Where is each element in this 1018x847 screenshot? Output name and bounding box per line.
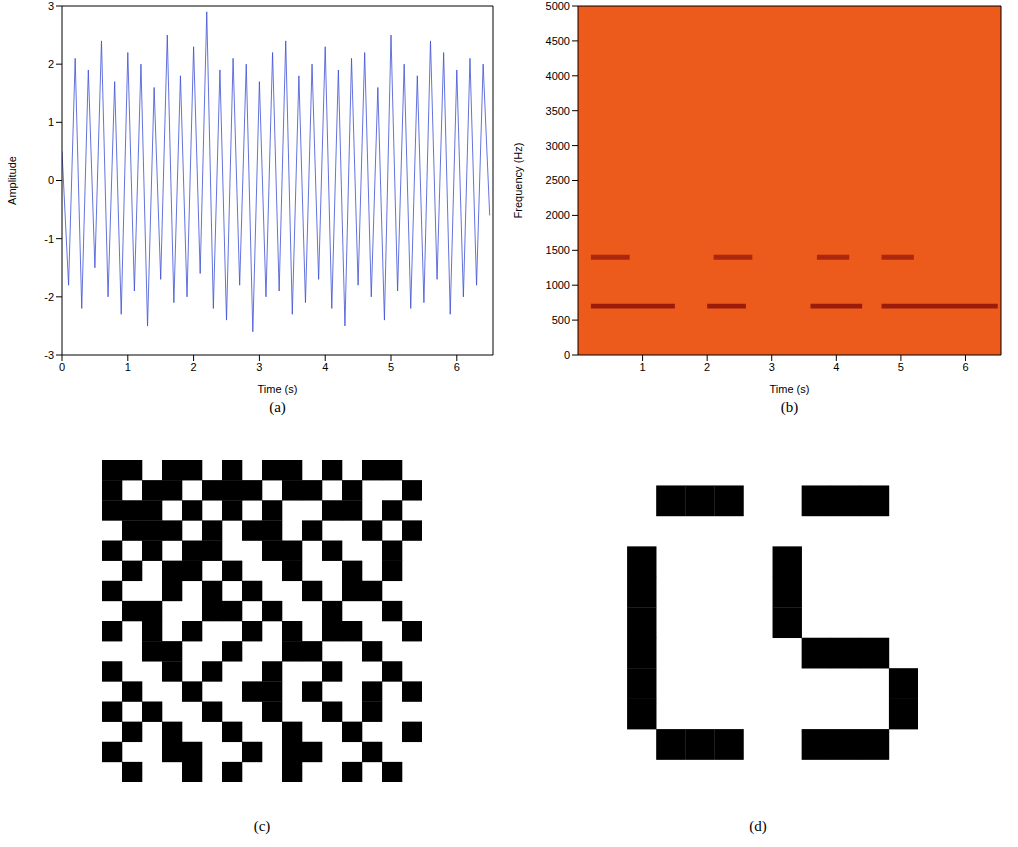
svg-text:3: 3: [769, 361, 775, 373]
svg-text:0: 0: [564, 349, 570, 361]
svg-text:4: 4: [833, 361, 839, 373]
svg-text:0: 0: [59, 361, 65, 373]
svg-text:3500: 3500: [546, 105, 570, 117]
svg-text:1: 1: [48, 116, 54, 128]
svg-text:3: 3: [256, 361, 262, 373]
html-text:(a): (a): [269, 399, 286, 415]
svg-text:1000: 1000: [546, 279, 570, 291]
svg-text:500: 500: [552, 314, 570, 326]
html-text:(d): (d): [749, 818, 767, 834]
svg-text:Frequency (Hz): Frequency (Hz): [512, 143, 524, 219]
svg-text:1: 1: [640, 361, 646, 373]
html-text:(c): (c): [253, 818, 271, 834]
svg-text:2500: 2500: [546, 174, 570, 186]
svg-text:6: 6: [454, 361, 460, 373]
svg-text:2: 2: [48, 58, 54, 70]
svg-text:4: 4: [322, 361, 328, 373]
svg-text:4000: 4000: [546, 70, 570, 82]
svg-text:6: 6: [962, 361, 968, 373]
svg-text:5: 5: [898, 361, 904, 373]
svg-text:3000: 3000: [546, 140, 570, 152]
svg-text:Time (s): Time (s): [258, 383, 298, 395]
svg-text:2: 2: [191, 361, 197, 373]
svg-text:4500: 4500: [546, 35, 570, 47]
svg-text:3: 3: [48, 0, 54, 12]
svg-text:1: 1: [125, 361, 131, 373]
svg-text:5: 5: [388, 361, 394, 373]
svg-text:Amplitude: Amplitude: [6, 156, 18, 205]
svg-text:1500: 1500: [546, 244, 570, 256]
svg-text:-2: -2: [44, 291, 54, 303]
svg-text:2000: 2000: [546, 209, 570, 221]
svg-text:0: 0: [48, 174, 54, 186]
svg-text:5000: 5000: [546, 0, 570, 12]
svg-text:-3: -3: [44, 349, 54, 361]
svg-text:-1: -1: [44, 233, 54, 245]
html-text:(b): (b): [780, 399, 799, 415]
svg-text:2: 2: [704, 361, 710, 373]
svg-text:Time (s): Time (s): [770, 383, 810, 395]
